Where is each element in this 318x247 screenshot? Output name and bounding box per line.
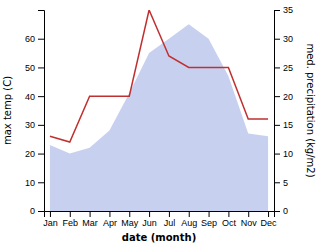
tick-mark bbox=[38, 67, 44, 68]
tick-mark bbox=[274, 10, 280, 11]
tick-mark bbox=[70, 211, 71, 217]
plot: Jan FebMar Apr MayJun Jul Aug Sep Oct NovDec 0 10 2… bbox=[25, 5, 293, 228]
tick: 10 bbox=[25, 178, 44, 188]
tick-label: 50 bbox=[25, 63, 35, 73]
tick: Mar bbox=[82, 211, 98, 228]
tick: 25 bbox=[274, 63, 293, 73]
tick-label: Sep bbox=[201, 218, 217, 228]
tick: Jul bbox=[164, 211, 176, 228]
tick-mark bbox=[274, 211, 280, 212]
tick-label: 10 bbox=[283, 149, 293, 159]
tick: Dec bbox=[261, 211, 278, 228]
tick-label: 40 bbox=[25, 92, 35, 102]
tick-label: 5 bbox=[283, 178, 288, 188]
tick-mark bbox=[248, 211, 249, 217]
tick-label: 30 bbox=[25, 120, 35, 130]
tick: 30 bbox=[274, 34, 293, 44]
tick: 5 bbox=[274, 178, 288, 188]
tick-label: 0 bbox=[283, 206, 288, 216]
tick: Sep bbox=[201, 211, 217, 228]
tick: Aug bbox=[181, 211, 197, 228]
tick: 35 bbox=[274, 5, 293, 15]
tick-mark bbox=[38, 96, 44, 97]
tick-label: 35 bbox=[283, 5, 293, 15]
tick: 0 bbox=[30, 206, 44, 216]
tick: Feb bbox=[63, 211, 79, 228]
axis-line bbox=[275, 11, 281, 212]
tick-mark bbox=[274, 96, 280, 97]
tick-mark bbox=[274, 154, 280, 155]
tick-label: May bbox=[121, 218, 139, 228]
tick-mark bbox=[169, 211, 170, 217]
tick: 15 bbox=[274, 120, 293, 130]
tick-mark bbox=[38, 211, 44, 212]
tick-mark bbox=[274, 125, 280, 126]
tick-label: Nov bbox=[241, 218, 258, 228]
tick-mark bbox=[90, 211, 91, 217]
tick: Jan bbox=[43, 211, 58, 228]
tick: May bbox=[121, 211, 139, 228]
tick: 50 bbox=[25, 63, 44, 73]
axis-line bbox=[38, 11, 45, 212]
tick: 30 bbox=[25, 120, 44, 130]
tick-label: 0 bbox=[30, 206, 35, 216]
tick: 0 bbox=[274, 206, 288, 216]
tick-mark bbox=[129, 211, 130, 217]
tick-label: Jul bbox=[164, 218, 176, 228]
tick-label: Aug bbox=[181, 218, 197, 228]
tick: Nov bbox=[241, 211, 258, 228]
tick: 10 bbox=[274, 149, 293, 159]
tick: Apr bbox=[103, 211, 117, 228]
tick-mark bbox=[274, 67, 280, 68]
tick-label: Jan bbox=[43, 218, 58, 228]
area bbox=[50, 24, 268, 211]
y2-axis: 0 5 10 15 20 25 30 35 bbox=[274, 5, 293, 216]
tick: 60 bbox=[25, 34, 44, 44]
tick-mark bbox=[149, 211, 150, 217]
tick: 40 bbox=[25, 92, 44, 102]
tick-label: 60 bbox=[25, 34, 35, 44]
line bbox=[50, 10, 268, 142]
x-axis: Jan FebMar Apr MayJun Jul Aug Sep Oct NovDec bbox=[43, 211, 277, 228]
tick-label: Jun bbox=[142, 218, 157, 228]
y2-axis-title: med. precipitation (kg/m2) bbox=[305, 43, 316, 177]
tick: 20 bbox=[25, 149, 44, 159]
tick: Oct bbox=[222, 211, 237, 228]
tick-label: 20 bbox=[283, 92, 293, 102]
tick-label: Oct bbox=[222, 218, 237, 228]
y-axis-title: max temp (C) bbox=[2, 76, 13, 145]
tick-mark bbox=[209, 211, 210, 217]
tick: 20 bbox=[274, 92, 293, 102]
tick-label: 30 bbox=[283, 34, 293, 44]
tick-label: Feb bbox=[63, 218, 79, 228]
marks bbox=[50, 10, 268, 211]
tick-label: 15 bbox=[283, 120, 293, 130]
tick: Jun bbox=[142, 211, 157, 228]
tick-mark bbox=[38, 154, 44, 155]
chart: Jan FebMar Apr MayJun Jul Aug Sep Oct NovDec 0 10 2… bbox=[0, 0, 318, 247]
tick-label: 25 bbox=[283, 63, 293, 73]
tick-mark bbox=[268, 211, 269, 217]
tick-mark bbox=[274, 39, 280, 40]
tick-label: Mar bbox=[82, 218, 98, 228]
tick-label: Dec bbox=[261, 218, 278, 228]
tick-mark bbox=[109, 211, 110, 217]
tick-mark bbox=[38, 39, 44, 40]
axis-line bbox=[45, 212, 275, 218]
tick-mark bbox=[38, 182, 44, 183]
tick-mark bbox=[50, 211, 51, 217]
tick-label: Apr bbox=[103, 218, 117, 228]
tick-label: 20 bbox=[25, 149, 35, 159]
tick-label: 10 bbox=[25, 178, 35, 188]
tick-mark bbox=[274, 182, 280, 183]
x-axis-title: date (month) bbox=[122, 232, 196, 243]
y-axis: 0 10 20 30 40 50 60 bbox=[25, 11, 45, 217]
tick-mark bbox=[38, 125, 44, 126]
tick-mark bbox=[228, 211, 229, 217]
tick-mark bbox=[189, 211, 190, 217]
